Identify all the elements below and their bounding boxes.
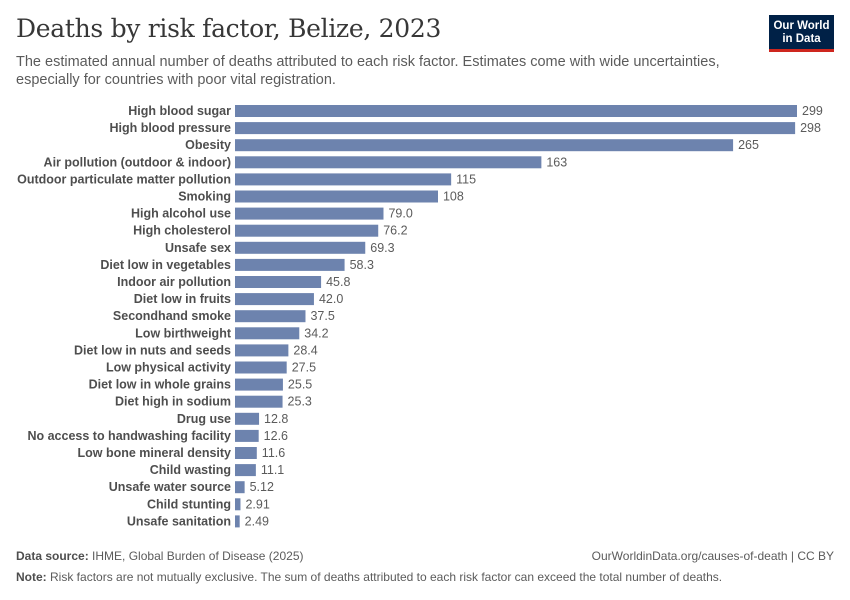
license-link[interactable]: OurWorldinData.org/causes-of-death | CC …: [591, 549, 834, 563]
category-label: Obesity: [185, 138, 231, 152]
logo-line-2: in Data: [782, 33, 821, 45]
bar[interactable]: [235, 224, 379, 237]
source-label: Data source:: [16, 549, 89, 563]
note-text: Risk factors are not mutually exclusive.…: [50, 570, 723, 584]
value-label: 42.0: [319, 292, 343, 306]
value-label: 27.5: [292, 361, 316, 375]
bar[interactable]: [235, 122, 796, 135]
value-label: 28.4: [293, 343, 317, 357]
category-label: Low bone mineral density: [78, 446, 232, 460]
value-label: 25.5: [288, 378, 312, 392]
value-label: 11.6: [262, 446, 285, 460]
value-label: 58.3: [350, 258, 374, 272]
chart-title: Deaths by risk factor, Belize, 2023: [16, 14, 442, 43]
bar[interactable]: [235, 327, 300, 340]
value-label: 25.3: [288, 395, 312, 409]
bar[interactable]: [235, 241, 366, 254]
category-label: Unsafe water source: [109, 480, 231, 494]
category-label: Child stunting: [147, 497, 231, 511]
value-label: 163: [546, 155, 567, 169]
bar[interactable]: [235, 293, 314, 306]
value-label: 37.5: [310, 309, 334, 323]
bar[interactable]: [235, 344, 289, 357]
bar[interactable]: [235, 412, 260, 425]
bar-chart: High blood sugar 299 High blood pressure 29…: [17, 104, 823, 528]
source-text[interactable]: IHME, Global Burden of Disease (2025): [92, 549, 304, 563]
category-label: Diet low in nuts and seeds: [74, 343, 231, 357]
category-label: High alcohol use: [131, 207, 231, 221]
value-label: 298: [800, 121, 821, 135]
category-label: Diet low in vegetables: [100, 258, 231, 272]
data-source: Data source: IHME, Global Burden of Dise…: [16, 549, 834, 563]
value-label: 5.12: [250, 480, 274, 494]
category-label: Unsafe sex: [165, 241, 231, 255]
bar[interactable]: [235, 190, 438, 203]
category-label: Drug use: [177, 412, 231, 426]
category-label: Unsafe sanitation: [127, 514, 231, 528]
category-label: Diet low in fruits: [134, 292, 231, 306]
bar[interactable]: [235, 447, 257, 459]
value-label: 299: [802, 104, 823, 118]
bar[interactable]: [235, 515, 240, 528]
bar[interactable]: [235, 156, 542, 169]
value-label: 108: [443, 190, 464, 204]
category-label: Outdoor particulate matter pollution: [17, 172, 231, 186]
value-label: 79.0: [388, 207, 412, 221]
value-label: 2.91: [245, 497, 269, 511]
category-label: High blood sugar: [128, 104, 231, 118]
bar[interactable]: [235, 276, 322, 288]
bar[interactable]: [235, 378, 283, 391]
chart-note: Note: Risk factors are not mutually excl…: [16, 570, 834, 584]
bar[interactable]: [235, 207, 384, 220]
bar[interactable]: [235, 361, 287, 374]
value-label: 69.3: [370, 241, 394, 255]
bar[interactable]: [235, 258, 345, 271]
bar[interactable]: [235, 481, 245, 494]
bar[interactable]: [235, 429, 259, 442]
category-label: Smoking: [178, 190, 231, 204]
value-label: 2.49: [245, 514, 269, 528]
bar[interactable]: [235, 498, 241, 511]
category-label: High blood pressure: [109, 121, 231, 135]
value-label: 115: [456, 172, 476, 186]
value-label: 11.1: [261, 463, 284, 477]
value-label: 34.2: [304, 326, 328, 340]
bar[interactable]: [235, 173, 452, 186]
category-label: Secondhand smoke: [113, 309, 231, 323]
value-label: 265: [738, 138, 759, 152]
owid-logo[interactable]: Our World in Data: [769, 15, 834, 52]
category-label: Diet high in sodium: [115, 395, 231, 409]
value-label: 76.2: [383, 224, 407, 238]
category-label: Low physical activity: [106, 361, 231, 375]
category-label: No access to handwashing facility: [27, 429, 231, 443]
category-label: High cholesterol: [133, 224, 231, 238]
bar[interactable]: [235, 310, 306, 323]
value-label: 45.8: [326, 275, 350, 289]
category-label: Diet low in whole grains: [89, 378, 231, 392]
category-label: Indoor air pollution: [117, 275, 231, 289]
category-label: Air pollution (outdoor & indoor): [44, 155, 231, 169]
bar[interactable]: [235, 105, 797, 117]
note-label: Note:: [16, 570, 47, 584]
bar[interactable]: [235, 464, 256, 477]
bar[interactable]: [235, 139, 734, 152]
value-label: 12.8: [264, 412, 288, 426]
logo-line-1: Our World: [773, 20, 830, 32]
category-label: Low birthweight: [135, 326, 232, 340]
chart-subtitle: The estimated annual number of deaths at…: [16, 54, 720, 88]
value-label: 12.6: [264, 429, 288, 443]
category-label: Child wasting: [150, 463, 231, 477]
bar[interactable]: [235, 395, 283, 408]
